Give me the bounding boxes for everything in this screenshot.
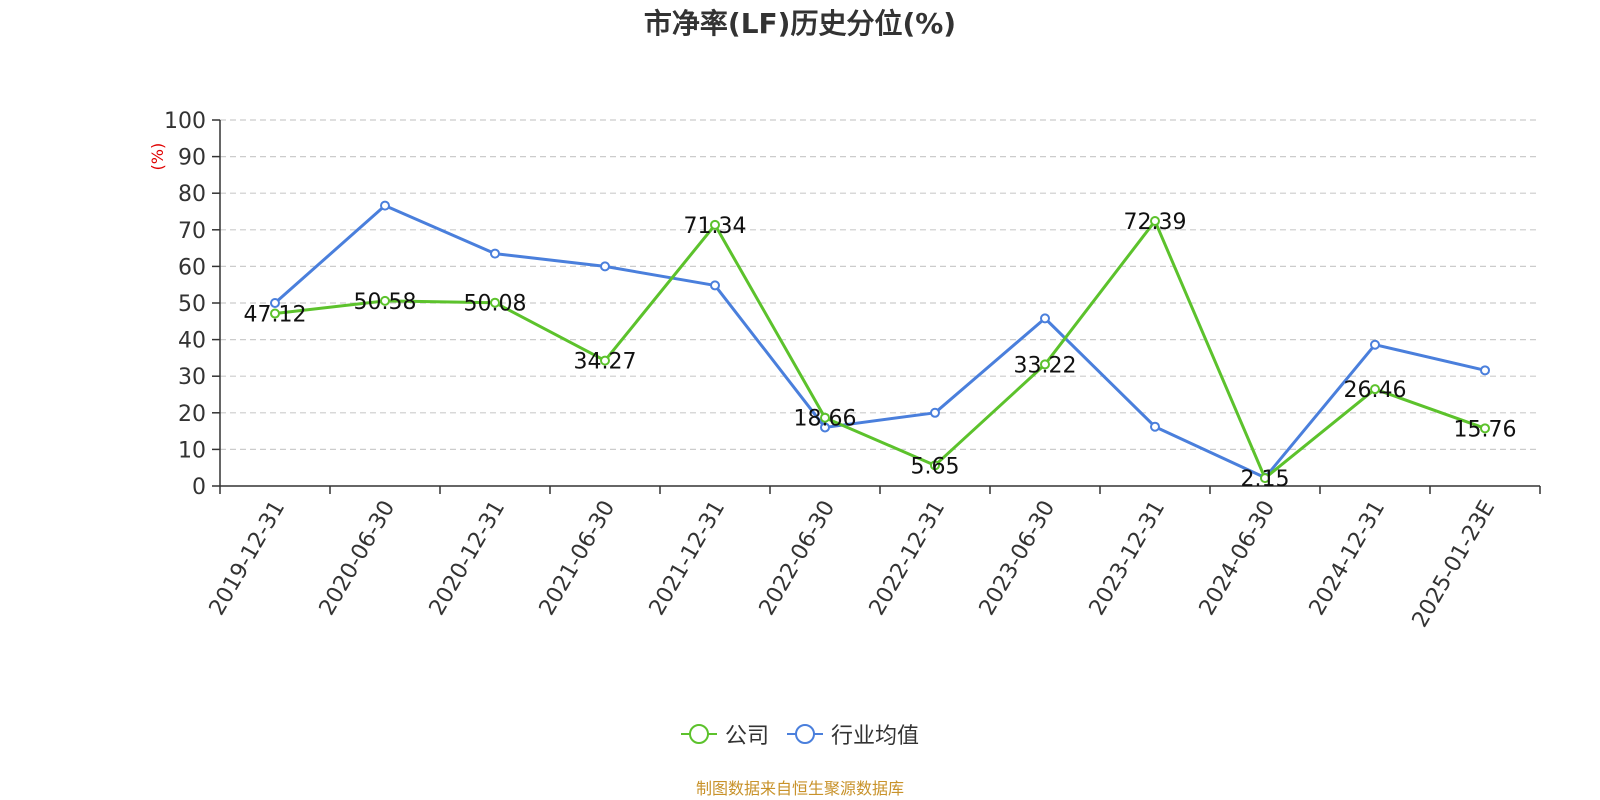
y-tick-label: 90: [178, 146, 206, 171]
data-point-industry-average: [710, 280, 720, 291]
data-point-company: [710, 219, 720, 230]
x-tick-label: 2021-06-30: [535, 497, 621, 620]
data-point-industry-average: [820, 422, 830, 433]
data-point-industry-average: [930, 407, 940, 418]
legend-label-company: 公司: [724, 724, 769, 749]
x-tick-label: 2024-06-30: [1195, 497, 1281, 620]
data-label-company: 2.15: [1241, 467, 1290, 492]
data-label-company: 26.46: [1344, 378, 1407, 403]
legend: 公司 行业均值: [0, 718, 1600, 750]
y-tick-label: 80: [178, 182, 206, 207]
data-point-company: [930, 460, 940, 471]
data-point-company: [1480, 423, 1490, 434]
x-tick-label: 2019-12-31: [205, 497, 291, 620]
series-lines: [270, 200, 1490, 484]
x-tick-label: 2023-12-31: [1085, 497, 1171, 620]
data-point-industry-average: [490, 248, 500, 259]
y-tick-label: 100: [164, 109, 206, 134]
x-tick-label: 2024-12-31: [1305, 497, 1391, 620]
data-point-industry-average: [1480, 365, 1490, 376]
legend-item-industry-average[interactable]: 行业均值: [787, 718, 919, 750]
data-label-company: 50.08: [464, 292, 527, 317]
legend-label-industry-average: 行业均值: [831, 724, 920, 749]
x-tick-label: 2020-12-31: [425, 497, 511, 620]
y-tick-label: 30: [178, 365, 206, 390]
data-label-company: 34.27: [574, 350, 637, 375]
data-labels: 47.12 50.58 50.08 34.27 71.34 18.66 5.65 33.22 7…: [244, 210, 1517, 492]
data-point-company: [600, 355, 610, 366]
x-tick-label: 2022-06-30: [755, 497, 841, 620]
grid-lines: [220, 119, 1540, 450]
y-axis-label: (%): [148, 143, 167, 171]
y-tick-label: 70: [178, 219, 206, 244]
data-point-company: [380, 295, 390, 306]
data-point-company: [1260, 473, 1270, 484]
data-point-company: [1370, 384, 1380, 395]
data-point-company: [820, 412, 830, 423]
x-tick-label: 2021-12-31: [645, 497, 731, 620]
data-point-industry-average: [1150, 421, 1160, 432]
data-point-company: [1150, 216, 1160, 227]
data-label-company: 15.76: [1454, 417, 1517, 442]
data-label-company: 72.39: [1124, 210, 1187, 235]
x-tick-label: 2023-06-30: [975, 497, 1061, 620]
y-tick-label: 0: [192, 475, 206, 500]
data-label-company: 5.65: [911, 454, 960, 479]
legend-symbol-blue-circle-icon: [787, 722, 823, 746]
data-point-industry-average: [600, 261, 610, 272]
data-point-company: [490, 297, 500, 308]
data-label-company: 18.66: [794, 407, 857, 432]
source-note: 制图数据来自恒生聚源数据库: [695, 779, 904, 798]
data-point-industry-average: [380, 200, 390, 211]
x-tick-label: 2020-06-30: [315, 497, 401, 620]
data-label-company: 50.58: [354, 290, 417, 315]
data-point-company: [270, 308, 280, 319]
data-label-company: 47.12: [244, 303, 307, 328]
data-point-company: [1040, 359, 1050, 370]
legend-item-company[interactable]: 公司: [680, 718, 769, 750]
y-tick-label: 40: [178, 329, 206, 354]
legend-symbol-green-circle-icon: [680, 722, 717, 746]
x-tick-label: 2022-12-31: [865, 497, 951, 620]
y-tick-label: 50: [178, 292, 206, 317]
axes: 0 10 20 30 40 50 60 70 80 90 100 (%) 2019-12-31 2020-…: [148, 109, 1541, 632]
data-label-company: 71.34: [684, 214, 747, 239]
data-label-company: 33.22: [1014, 353, 1077, 378]
series-line-industry-average: [274, 204, 1486, 480]
data-point-industry-average: [1040, 313, 1050, 324]
data-point-industry-average: [270, 298, 280, 308]
data-point-industry-average: [1370, 339, 1380, 350]
series-line-company: [274, 219, 1486, 480]
y-tick-label: 20: [178, 402, 206, 427]
y-tick-label: 10: [178, 438, 206, 463]
x-tick-label: 2025-01-23E: [1408, 497, 1501, 632]
chart-title: 市净率(LF)历史分位(%): [643, 7, 957, 40]
y-tick-label: 60: [178, 255, 206, 280]
